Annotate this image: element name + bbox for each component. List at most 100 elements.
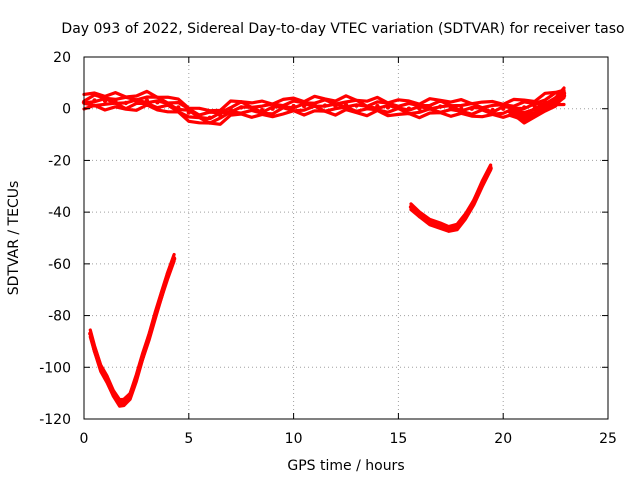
data-point [322, 103, 328, 108]
data-point [312, 102, 317, 108]
data-point [522, 105, 527, 110]
data-point [406, 106, 412, 111]
data-point [364, 105, 370, 110]
data-point [301, 103, 307, 109]
series-trace [82, 88, 566, 113]
series-early-arc [88, 252, 177, 408]
y-tick-label: -60 [48, 257, 71, 273]
data-point [92, 98, 97, 103]
x-tick-label: 10 [285, 431, 303, 447]
data-series [81, 86, 567, 408]
series-late-dip [507, 86, 567, 125]
data-point [448, 105, 453, 110]
data-point [111, 390, 116, 396]
data-point [490, 107, 495, 113]
data-point [438, 104, 443, 109]
data-point [92, 347, 97, 352]
x-tick-labels: 0 5 10 15 20 25 [80, 431, 617, 447]
data-point [375, 103, 380, 109]
data-point [488, 166, 493, 171]
series-trace [82, 96, 566, 125]
data-point [270, 106, 275, 111]
data-point [515, 113, 521, 118]
data-point [165, 101, 170, 107]
data-point [385, 105, 391, 110]
data-point [542, 105, 548, 110]
data-point [454, 224, 460, 229]
data-point [480, 106, 485, 111]
data-point [438, 224, 443, 229]
data-point [532, 111, 537, 117]
data-point [146, 334, 152, 339]
data-point [446, 226, 451, 232]
x-axis-label: GPS time / hours [287, 458, 404, 474]
x-tick-label: 20 [494, 431, 512, 447]
series-trace [88, 252, 176, 402]
series-trace [409, 168, 493, 233]
data-point [134, 99, 139, 104]
chart-title: Day 093 of 2022, Sidereal Day-to-day VTE… [61, 21, 624, 37]
y-axis-label: SDTVAR / TECUs [6, 181, 22, 296]
series-trace [409, 168, 493, 233]
data-point [561, 91, 567, 96]
data-point [427, 219, 432, 224]
data-point [396, 105, 401, 110]
data-point [117, 400, 122, 405]
data-point [113, 99, 118, 104]
x-tick-label: 5 [184, 431, 193, 447]
axis-ticks [83, 56, 609, 420]
data-point [171, 256, 177, 261]
data-point [507, 109, 512, 114]
data-point [218, 113, 223, 118]
series-trace [409, 163, 493, 229]
data-point [186, 110, 191, 115]
data-point [102, 98, 108, 104]
y-tick-label: -80 [48, 309, 71, 325]
x-tick-label: 0 [80, 431, 89, 447]
data-point [463, 215, 468, 220]
series-trace [507, 86, 566, 117]
y-tick-label: -40 [48, 205, 71, 221]
data-point [104, 378, 110, 383]
y-tick-label: 0 [62, 102, 71, 118]
data-point [144, 98, 150, 103]
data-point [459, 106, 464, 111]
data-point [471, 199, 477, 204]
data-point [343, 102, 349, 108]
data-point [469, 106, 474, 111]
data-point [417, 106, 422, 111]
data-point [480, 181, 485, 186]
data-point [155, 100, 160, 105]
series-trace [88, 256, 176, 404]
x-tick-label: 15 [389, 431, 407, 447]
series-afternoon-arc [408, 163, 493, 233]
data-point [239, 105, 244, 110]
data-point [207, 115, 212, 121]
x-tick-label: 25 [599, 431, 617, 447]
y-tick-label: -120 [39, 412, 71, 428]
data-point [522, 115, 527, 121]
data-point [197, 114, 202, 119]
data-point [291, 103, 296, 109]
data-point [354, 103, 359, 108]
y-tick-labels: 20 0 -20 -40 -60 -80 -100 -120 [39, 50, 71, 428]
data-point [228, 107, 233, 113]
data-point [333, 103, 338, 109]
y-tick-label: 20 [53, 50, 71, 66]
series-background-band [81, 88, 567, 126]
data-point [123, 100, 129, 106]
plot-frame [83, 56, 609, 420]
y-tick-label: -20 [48, 153, 71, 169]
data-point [176, 105, 181, 110]
data-point [127, 393, 133, 398]
data-point [417, 212, 422, 217]
data-point [165, 272, 170, 277]
data-point [280, 104, 286, 109]
data-point [134, 375, 139, 380]
data-point [260, 107, 265, 113]
data-point [153, 313, 158, 318]
data-point [501, 106, 506, 111]
data-point [553, 98, 558, 104]
data-point [88, 331, 93, 336]
